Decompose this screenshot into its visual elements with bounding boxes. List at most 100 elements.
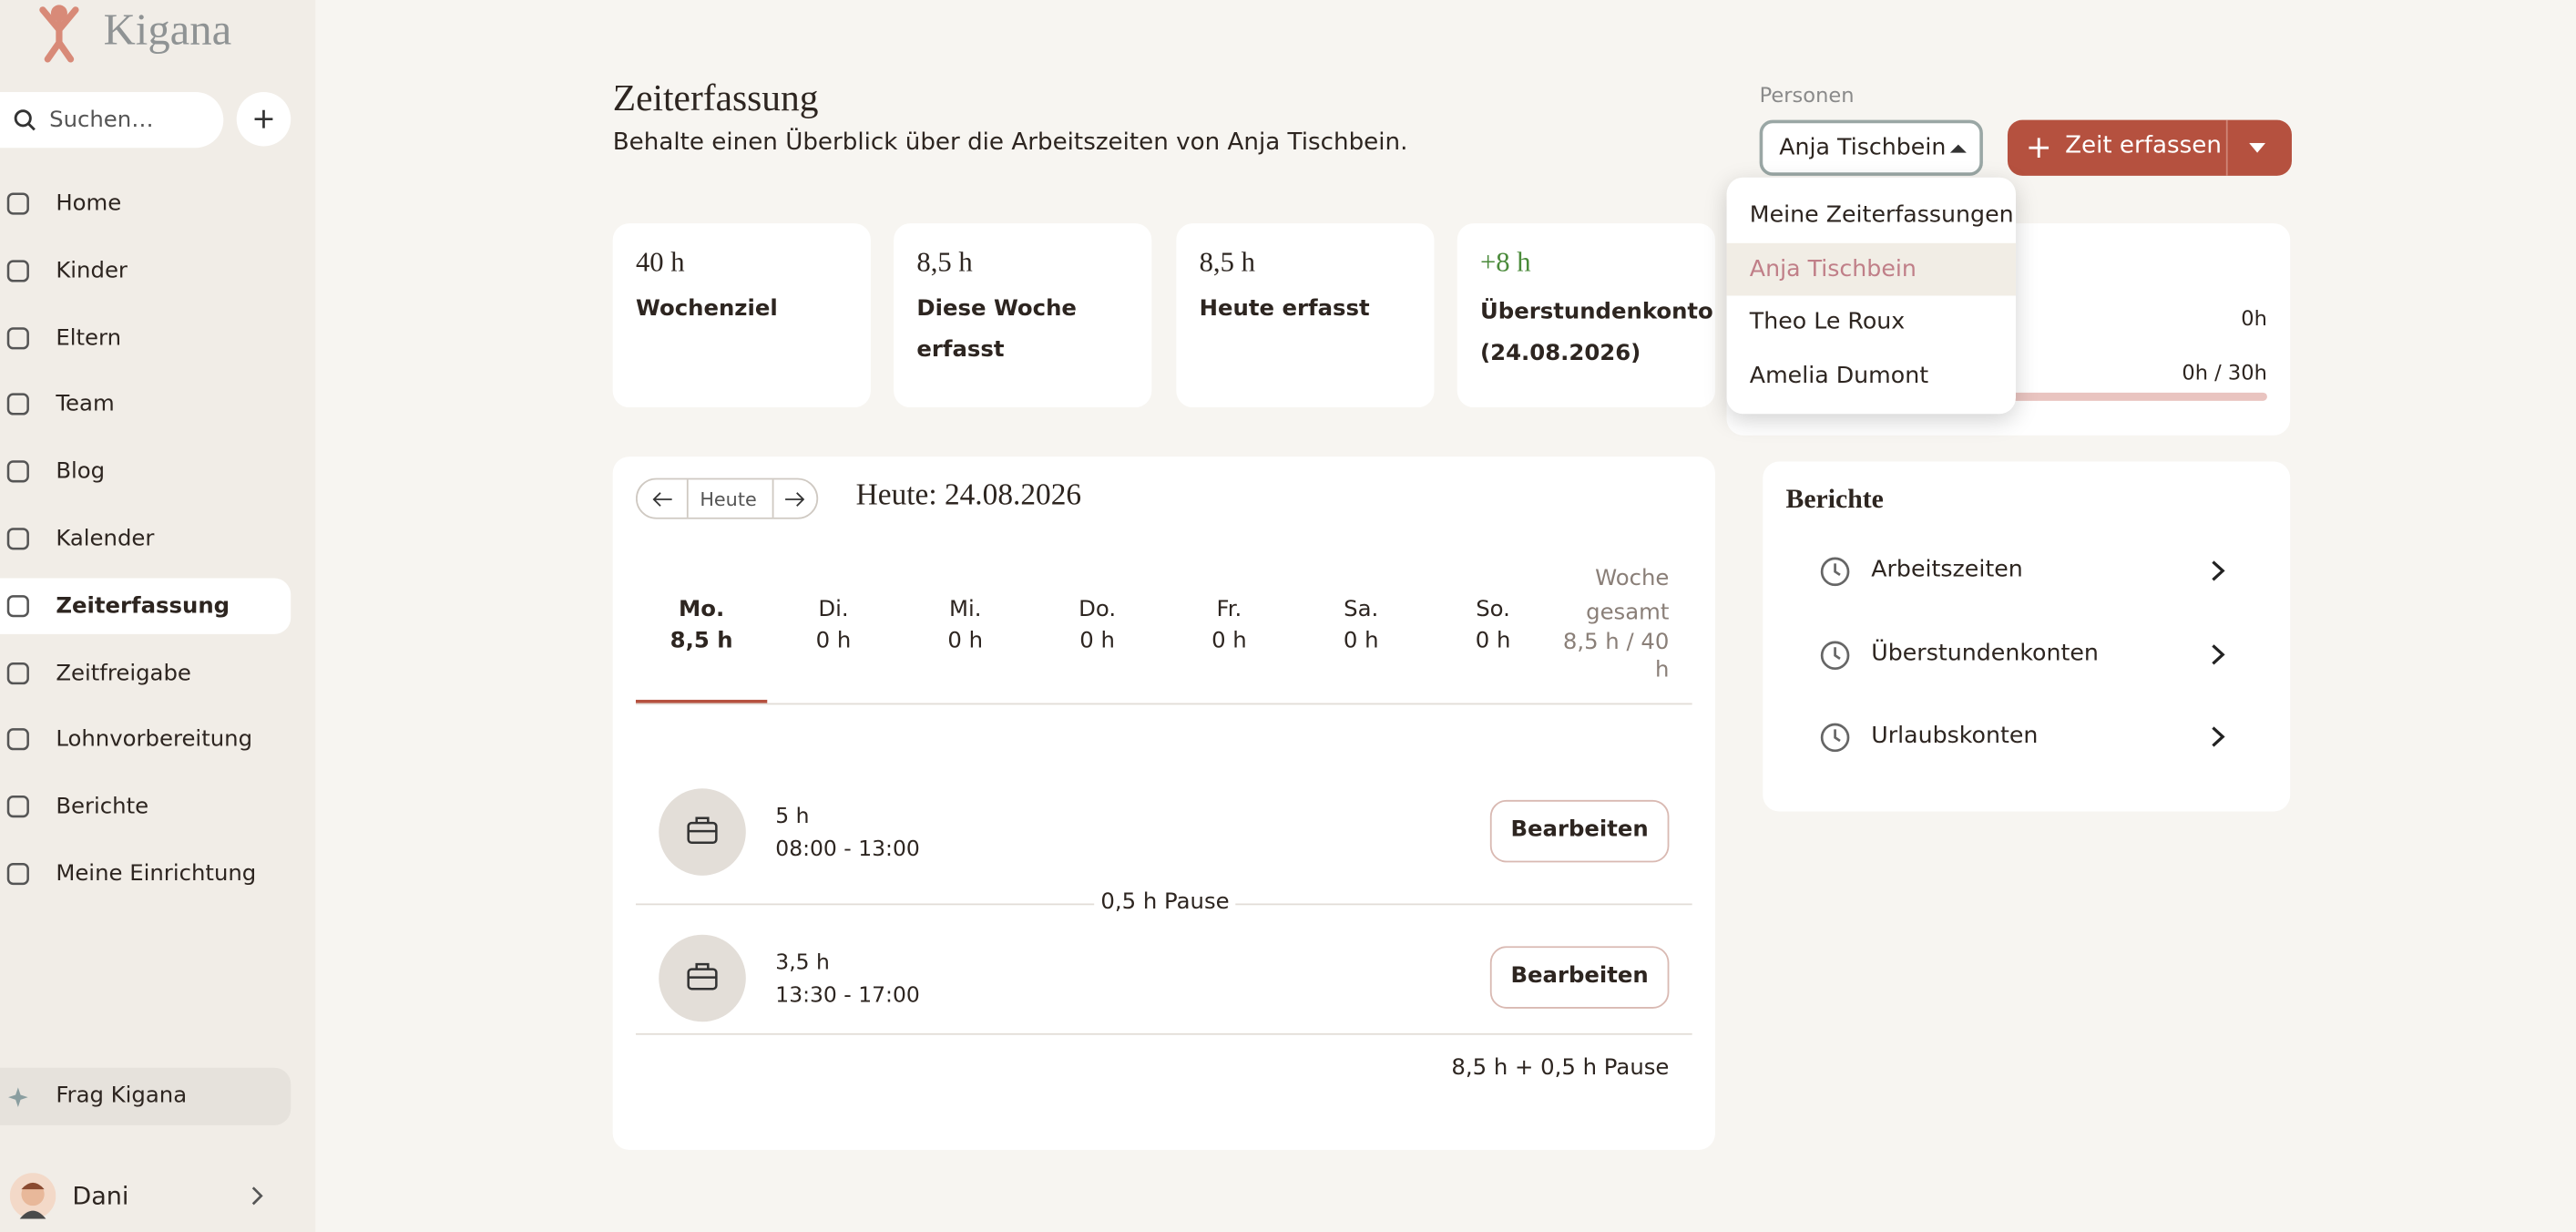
nav-item[interactable]: Home	[0, 176, 291, 231]
report-label: Urlaubskonten	[1871, 723, 2039, 750]
page-subtitle: Behalte einen Überblick über die Arbeits…	[612, 129, 1408, 157]
day-name: Sa.	[1344, 596, 1379, 623]
nav-label: Berichte	[56, 794, 149, 820]
day[interactable]: Mo. 8,5 h	[636, 595, 767, 658]
day-name: So.	[1476, 596, 1510, 623]
today-button[interactable]: Heute	[700, 488, 757, 511]
stat-card: 40 h Wochenziel	[612, 223, 871, 408]
stat-value: 8,5 h	[916, 246, 973, 278]
nav-item[interactable]: Meine Einrichtung	[0, 846, 291, 901]
day-hours: 0 h	[1211, 627, 1247, 654]
nav-label: Kalender	[56, 525, 155, 552]
person-option[interactable]: Anja Tischbein	[1726, 241, 2016, 295]
report-item[interactable]: Arbeitszeiten	[1815, 545, 2243, 594]
nav-item[interactable]: Zeiterfassung	[0, 578, 291, 634]
stat-label: Überstundenkonto (24.08.2026)	[1480, 299, 1713, 366]
day-hours: 0 h	[1079, 627, 1115, 654]
add-time-button[interactable]: Zeit erfassen	[2007, 119, 2292, 176]
day-hours: 8,5 h	[670, 627, 733, 654]
person-option[interactable]: Amelia Dumont	[1749, 362, 1929, 389]
nav-label: Meine Einrichtung	[56, 860, 257, 888]
day[interactable]: Fr. 0 h	[1163, 595, 1294, 658]
person-option[interactable]: Meine Zeiterfassungen	[1749, 201, 2014, 229]
next-week[interactable]	[783, 491, 806, 508]
day-name: Mi.	[948, 596, 982, 623]
persons-dropdown: Meine Zeiterfassungen Anja Tischbein Theo …	[1726, 177, 2016, 415]
search[interactable]: Suchen…	[0, 91, 224, 149]
brand: Kigana	[103, 5, 232, 55]
stat-value: +8 h	[1480, 246, 1531, 278]
nav-item[interactable]: Zeitfreigabe	[0, 645, 291, 701]
prev-week[interactable]	[650, 491, 673, 508]
day-hours: 0 h	[1475, 627, 1511, 654]
edit-button[interactable]: Bearbeiten	[1489, 946, 1670, 1009]
search-placeholder: Suchen…	[49, 107, 154, 134]
day[interactable]: Mi. 0 h	[900, 595, 1031, 658]
nav-label: Kinder	[56, 257, 128, 284]
day-hours: 0 h	[1343, 627, 1379, 654]
summary: 8,5 h + 0,5 h Pause	[1451, 1054, 1670, 1082]
persons-selected: Anja Tischbein	[1779, 134, 1947, 161]
user-name: Dani	[72, 1181, 129, 1211]
edit-button[interactable]: Bearbeiten	[1489, 799, 1670, 863]
week-total-value: 8,5 h / 40 h	[1562, 629, 1670, 683]
report-item[interactable]: Überstundenkonten	[1815, 629, 2243, 678]
nav-item[interactable]: Kinder	[0, 242, 291, 298]
nav-item[interactable]: Team	[0, 377, 291, 433]
day-name: Fr.	[1216, 596, 1242, 623]
day-name: Di.	[818, 596, 849, 623]
day[interactable]: So. 0 h	[1427, 595, 1559, 658]
nav-item[interactable]: Kalender	[0, 511, 291, 567]
nav-item[interactable]: Berichte	[0, 779, 291, 835]
day-name: Do.	[1078, 596, 1117, 623]
sidebar: Kigana Suchen… Home Kinder Eltern Team Blog K…	[0, 0, 316, 1232]
assistant-label: Frag Kigana	[56, 1082, 188, 1109]
day[interactable]: Di. 0 h	[768, 595, 899, 658]
day-name: Mo.	[679, 596, 725, 623]
entry-icon	[659, 934, 746, 1022]
nav-label: Blog	[56, 458, 106, 486]
nav-item[interactable]: Blog	[0, 444, 291, 499]
logo	[39, 5, 79, 63]
nav-item[interactable]: Lohnvorbereitung	[0, 712, 291, 767]
persons-label: Personen	[1759, 82, 1855, 108]
day[interactable]: Do. 0 h	[1031, 595, 1162, 658]
reports-card	[1763, 461, 2291, 812]
person-option[interactable]: Theo Le Roux	[1749, 308, 1906, 335]
entry-range: 13:30 - 17:00	[775, 983, 920, 1009]
active-day-underline	[635, 699, 768, 703]
entry: 3,5 h 13:30 - 17:00	[775, 948, 920, 1013]
nav-label: Team	[56, 391, 115, 418]
hours-line1: 0h	[2241, 305, 2267, 331]
persons-select[interactable]: Anja Tischbein	[1759, 119, 1983, 176]
entry-range: 08:00 - 13:00	[775, 837, 920, 863]
stat-value: 40 h	[635, 246, 685, 278]
report-item[interactable]: Urlaubskonten	[1815, 712, 2243, 761]
stat-value: 8,5 h	[1199, 246, 1255, 278]
hours-line2: 0h / 30h	[2182, 359, 2267, 385]
entry-duration: 3,5 h	[775, 950, 830, 976]
report-label: Arbeitszeiten	[1871, 557, 2023, 583]
stat-card: 8,5 h Heute erfasst	[1176, 223, 1435, 408]
nav-label: Zeiterfassung	[56, 592, 230, 620]
stat-label: Heute erfasst	[1199, 295, 1370, 323]
nav-label: Eltern	[56, 324, 122, 352]
page-title: Zeiterfassung	[612, 77, 819, 118]
avatar	[9, 1173, 56, 1219]
assistant-button[interactable]: Frag Kigana	[0, 1067, 291, 1125]
stat-label: Wochenziel	[635, 295, 778, 323]
entry-duration: 5 h	[775, 805, 810, 830]
week-total-label: Woche gesamt	[1586, 565, 1670, 625]
reports-title: Berichte	[1785, 482, 1884, 515]
entry-icon	[659, 788, 746, 876]
nav-item[interactable]: Eltern	[0, 310, 291, 365]
nav-label: Lohnvorbereitung	[56, 726, 253, 754]
day[interactable]: Sa. 0 h	[1295, 595, 1426, 658]
stat-card: 8,5 h Diese Woche erfasst	[894, 223, 1152, 408]
add-button[interactable]	[236, 91, 291, 147]
stat-label: Diese Woche erfasst	[916, 295, 1077, 364]
pause: 0,5 h Pause	[1094, 888, 1236, 916]
user-chevron[interactable]	[247, 1185, 267, 1207]
